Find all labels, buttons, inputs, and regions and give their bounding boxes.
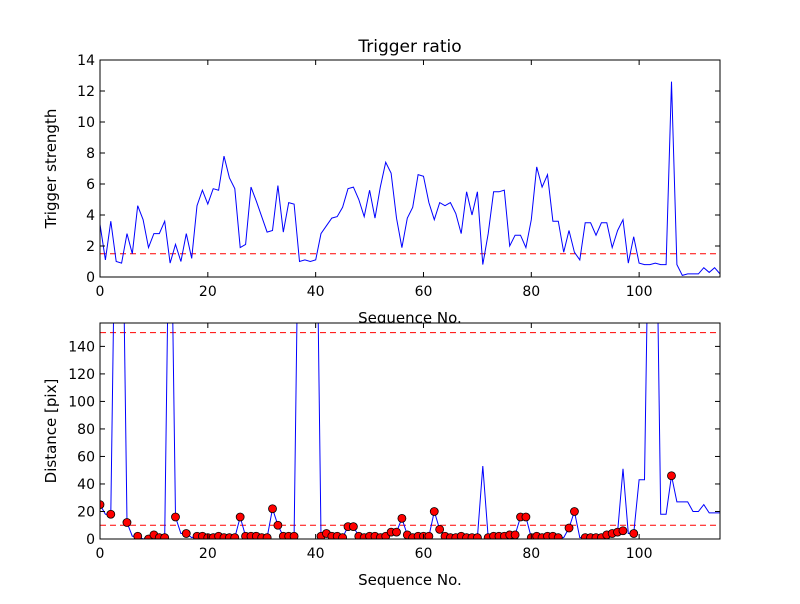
bottom-marker-point xyxy=(629,529,639,538)
bottom-xtick-label: 80 xyxy=(522,546,540,562)
bottom-marker-point xyxy=(181,529,191,538)
top-plot-content xyxy=(100,81,720,276)
bottom-marker-point xyxy=(510,530,520,539)
bottom-ytick-label: 0 xyxy=(86,532,95,548)
bottom-marker-point xyxy=(472,533,482,539)
bottom-marker-point xyxy=(133,531,143,539)
bottom-ytick-label: 60 xyxy=(77,449,95,465)
bottom-marker-point xyxy=(435,524,445,534)
bottom-xtick-label: 100 xyxy=(626,546,653,562)
bottom-marker-point xyxy=(289,531,299,539)
bottom-marker-point xyxy=(424,531,434,539)
bottom-ytick-label: 140 xyxy=(68,339,95,355)
bottom-xtick-label: 60 xyxy=(415,546,433,562)
bottom-axes-frame xyxy=(99,322,721,540)
top-ytick-label: 12 xyxy=(77,84,95,100)
top-xtick-label: 100 xyxy=(626,284,653,300)
top-ytick-label: 14 xyxy=(77,53,95,69)
bottom-marker-point xyxy=(348,522,358,532)
bottom-marker-point xyxy=(667,471,676,481)
bottom-xtick-label: 40 xyxy=(307,546,325,562)
bottom-marker-point xyxy=(564,523,574,533)
top-ytick-label: 10 xyxy=(77,115,95,131)
bottom-marker-point xyxy=(106,509,116,519)
top-xtick-label: 0 xyxy=(96,284,105,300)
bottom-marker-point xyxy=(235,512,245,522)
top-ytick-label: 4 xyxy=(86,208,95,224)
bottom-marker-point xyxy=(392,527,401,537)
bottom-marker-point xyxy=(521,512,531,522)
top-xtick-label: 80 xyxy=(522,284,540,300)
bottom-marker-point xyxy=(268,504,277,514)
bottom-ytick-label: 100 xyxy=(68,394,95,410)
bottom-xtick-label: 20 xyxy=(199,546,217,562)
top-chart-title: Trigger ratio xyxy=(357,37,461,57)
bottom-ytick-label: 80 xyxy=(77,422,95,438)
top-plot-area xyxy=(100,60,720,277)
top-ytick-label: 0 xyxy=(86,270,95,286)
bottom-plot-area xyxy=(100,323,720,539)
top-ytick-label: 8 xyxy=(86,146,95,162)
bottom-plot-content xyxy=(100,323,720,539)
bottom-marker-point xyxy=(262,533,272,539)
bottom-marker-point xyxy=(100,500,105,510)
bottom-marker-point xyxy=(273,520,283,530)
bottom-y-axis-label: Distance [pix] xyxy=(42,379,60,484)
bottom-marker-point xyxy=(338,533,348,539)
bottom-x-axis-label: Sequence No. xyxy=(358,571,462,589)
top-ytick-label: 6 xyxy=(86,177,95,193)
bottom-marker-point xyxy=(553,533,563,539)
top-axes-frame xyxy=(99,59,721,278)
bottom-marker-point xyxy=(397,513,407,523)
top-y-axis-label: Trigger strength xyxy=(42,109,60,230)
bottom-ytick-label: 40 xyxy=(77,477,95,493)
top-xtick-label: 40 xyxy=(307,284,325,300)
bottom-marker-point xyxy=(429,507,439,516)
bottom-marker-point xyxy=(160,533,170,539)
bottom-marker-point xyxy=(570,507,579,516)
bottom-marker-point xyxy=(230,533,240,539)
top-xtick-label: 60 xyxy=(415,284,433,300)
bottom-marker-point xyxy=(171,512,180,522)
top-series-line-0 xyxy=(100,81,720,276)
bottom-ytick-label: 120 xyxy=(68,367,95,383)
bottom-marker-point xyxy=(122,518,132,527)
bottom-xtick-label: 0 xyxy=(96,546,105,562)
bottom-marker-point xyxy=(618,526,628,536)
bottom-ytick-label: 20 xyxy=(77,504,95,520)
top-ytick-label: 2 xyxy=(86,239,95,255)
top-xtick-label: 20 xyxy=(199,284,217,300)
